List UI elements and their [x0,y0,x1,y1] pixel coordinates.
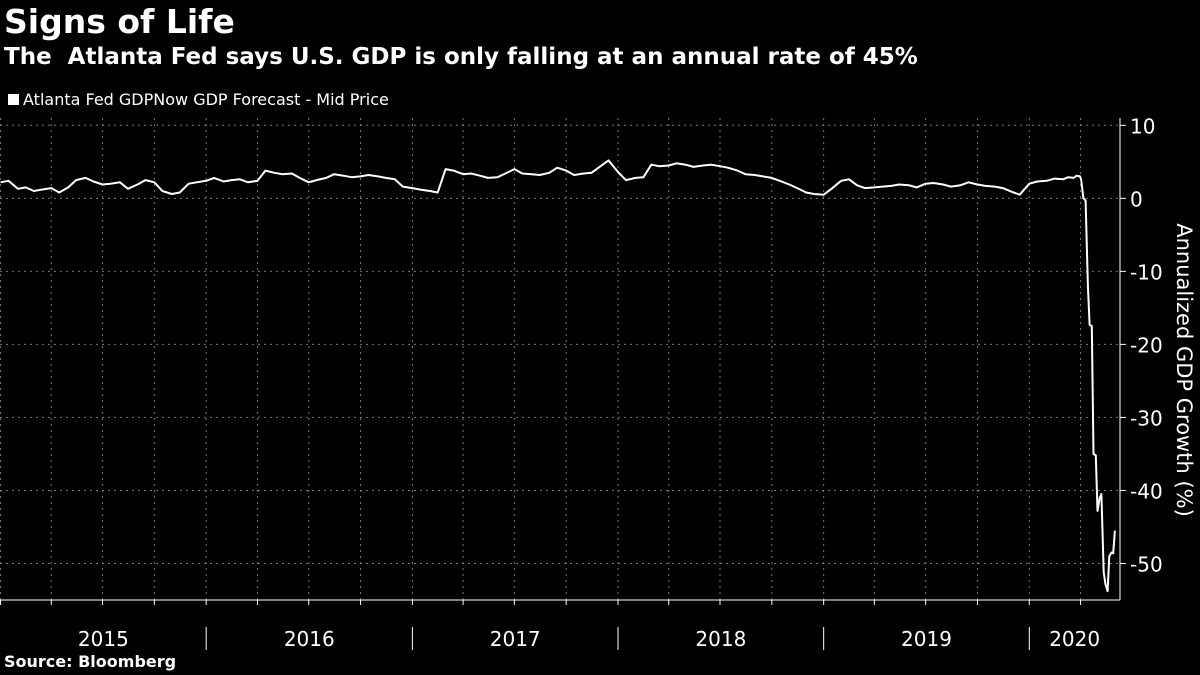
y-tick-label: -40 [1130,479,1163,503]
y-tick-label: -20 [1130,333,1163,357]
gridlines [0,118,1120,600]
source-note: Source: Bloomberg [4,652,177,671]
y-tick-label: -30 [1130,406,1163,430]
chart-subtitle: The Atlanta Fed says U.S. GDP is only fa… [4,44,918,70]
axes: 10 0 -10 -20 -30 -40 -50 2015 2016 2017 2018 2019 20… [0,114,1163,651]
x-tick-label: 2016 [284,627,335,651]
x-tick-label: 2017 [490,627,541,651]
y-tick-label: -10 [1130,260,1163,284]
x-tick-label: 2018 [695,627,746,651]
chart-title: Signs of Life [4,2,235,41]
legend: Atlanta Fed GDPNow GDP Forecast - Mid Pr… [8,90,389,109]
x-tick-label: 2020 [1049,627,1100,651]
y-tick-label: -50 [1130,552,1163,576]
legend-label: Atlanta Fed GDPNow GDP Forecast - Mid Pr… [23,90,389,109]
x-tick-label: 2019 [901,627,952,651]
legend-swatch [8,94,19,105]
series-layer [0,159,1116,593]
y-tick-label: 10 [1130,114,1155,138]
x-tick-label: 2015 [78,627,129,651]
series-line [0,159,1116,593]
y-tick-label: 0 [1130,187,1143,211]
y-axis-label: Annualized GDP Growth (%) [1172,223,1196,517]
